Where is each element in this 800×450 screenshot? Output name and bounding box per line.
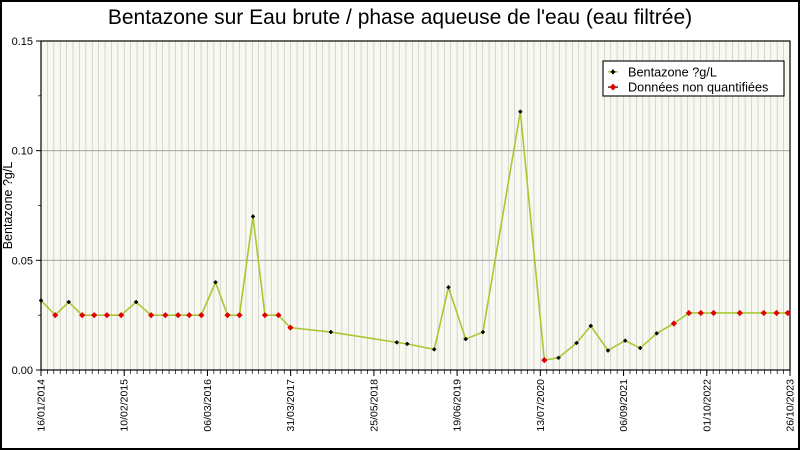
svg-text:31/03/2017: 31/03/2017 [285, 379, 297, 432]
svg-text:Bentazone sur Eau brute / phas: Bentazone sur Eau brute / phase aqueuse … [108, 6, 692, 29]
svg-text:06/03/2016: 06/03/2016 [202, 379, 214, 432]
svg-text:0.15: 0.15 [12, 36, 33, 48]
svg-text:19/06/2019: 19/06/2019 [452, 379, 464, 432]
svg-text:10/02/2015: 10/02/2015 [119, 379, 131, 432]
svg-text:06/09/2021: 06/09/2021 [618, 379, 630, 432]
svg-text:0.05: 0.05 [12, 255, 33, 267]
svg-text:13/07/2020: 13/07/2020 [535, 379, 547, 432]
svg-text:Bentazone ?g/L: Bentazone ?g/L [1, 162, 15, 250]
svg-text:01/10/2022: 01/10/2022 [701, 379, 713, 432]
svg-text:Bentazone ?g/L: Bentazone ?g/L [628, 65, 717, 79]
svg-text:Données non quantifiées: Données non quantifiées [628, 81, 768, 95]
svg-text:26/10/2023: 26/10/2023 [785, 379, 797, 432]
svg-text:16/01/2014: 16/01/2014 [36, 379, 48, 432]
svg-text:0.00: 0.00 [12, 365, 33, 377]
svg-text:25/05/2018: 25/05/2018 [368, 379, 380, 432]
svg-text:0.10: 0.10 [12, 146, 33, 158]
